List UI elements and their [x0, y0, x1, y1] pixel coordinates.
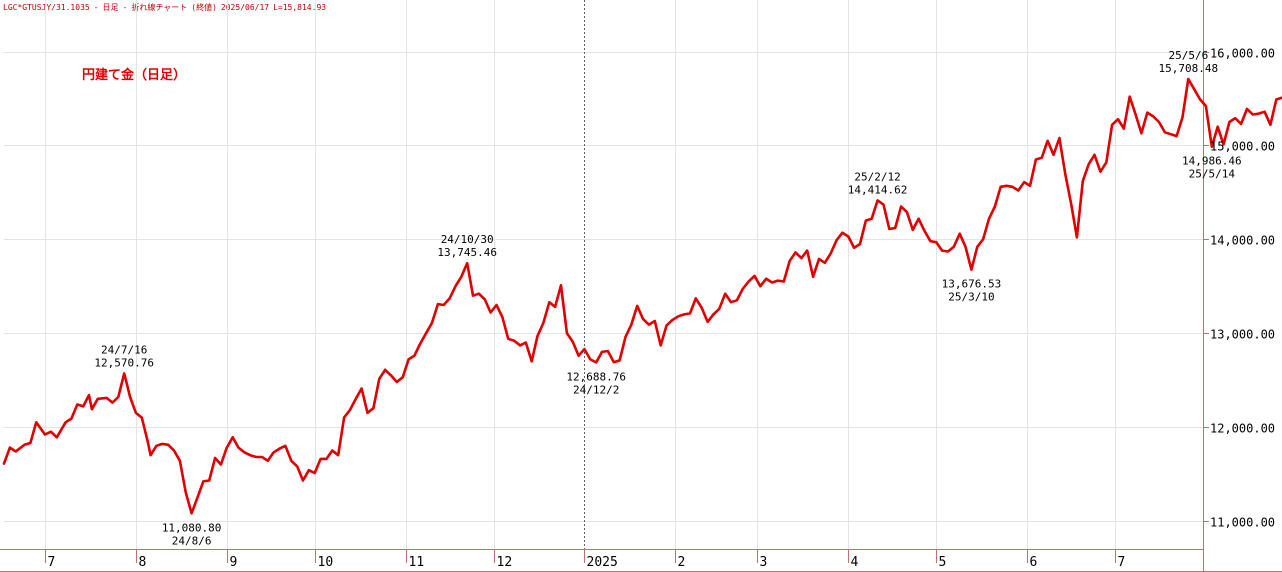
x-tick-label: 10	[318, 555, 334, 570]
x-tick-label: 2025	[587, 555, 618, 570]
line-layer	[2, 77, 1282, 515]
x-tick-label: 4	[851, 555, 859, 570]
price-type-text: (終値)	[191, 3, 217, 12]
last-price-text: L=15,814.93	[273, 3, 327, 12]
annotation-date: 25/5/14	[1189, 168, 1236, 181]
x-tick-label: 12	[497, 555, 513, 570]
annotation-value: 14,986.46	[1182, 155, 1242, 168]
annotation-value: 13,676.53	[942, 278, 1002, 291]
chart-header: LGC*GTUSJY/31.1035- 日足 - 折れ線チャート (終値) 2025/06…	[3, 2, 330, 13]
x-tick-label: 11	[409, 555, 425, 570]
chart-title: 円建て金（日足）	[82, 68, 187, 83]
x-tick-label: 2	[678, 555, 686, 570]
grid-layer	[4, 0, 1203, 549]
x-tick-label: 9	[230, 555, 238, 570]
y-tick-label: 16,000.00	[1210, 47, 1275, 61]
x-tick-label: 8	[139, 555, 147, 570]
annotation-value: 15,708.48	[1159, 62, 1219, 75]
symbol-text: LGC*GTUSJY/31.1035	[3, 3, 90, 12]
y-tick-label: 14,000.00	[1210, 234, 1275, 248]
x-tick-label: 6	[1030, 555, 1038, 570]
y-tick-label: 11,000.00	[1210, 516, 1275, 530]
header-separator: -	[122, 3, 128, 12]
annotation-value: 11,080.80	[162, 521, 222, 534]
x-tick-label: 7	[1118, 555, 1126, 570]
annotation-value: 14,414.62	[848, 183, 908, 196]
x-tick-label: 7	[48, 555, 56, 570]
chart-kind-text: 折れ線チャート	[131, 3, 188, 12]
annotation-date: 24/10/30	[441, 233, 494, 246]
annotation-value: 13,745.46	[437, 246, 497, 259]
annotation-date: 24/7/16	[101, 343, 147, 356]
x-tick-label: 3	[760, 555, 768, 570]
annotation-date: 24/12/2	[573, 383, 619, 396]
annotation-date: 25/3/10	[948, 291, 994, 304]
header-separator: -	[93, 3, 99, 12]
annotation-value: 12,570.76	[94, 356, 154, 369]
annotation-date: 25/2/12	[854, 170, 900, 183]
y-tick-label: 12,000.00	[1210, 422, 1275, 436]
price-line	[2, 77, 1282, 515]
y-tick-label: 15,000.00	[1210, 140, 1275, 154]
x-tick-label: 5	[939, 555, 947, 570]
y-tick-label: 13,000.00	[1210, 328, 1275, 342]
label-layer: 11,000.00 12,000.00 13,000.00 14,000.00 15,0…	[48, 47, 1276, 571]
annotation-value: 12,688.76	[566, 370, 626, 383]
period-text: 日足	[102, 3, 119, 12]
annotation-date: 24/8/6	[172, 534, 212, 547]
date-text: 2025/06/17	[220, 3, 270, 12]
annotation-date: 25/5/6	[1168, 49, 1208, 62]
